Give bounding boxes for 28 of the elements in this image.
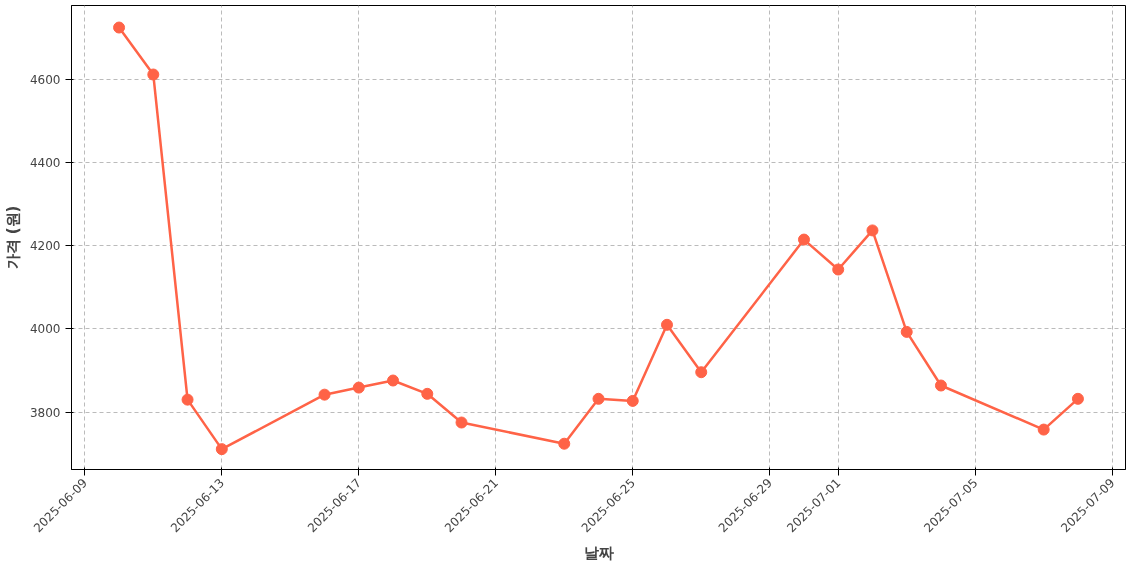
point <box>421 387 434 400</box>
point <box>832 263 845 276</box>
point <box>113 21 126 34</box>
point <box>660 318 673 331</box>
point <box>797 233 810 246</box>
point <box>1037 423 1050 436</box>
point <box>592 392 605 405</box>
x-axis-title: 날짜 <box>583 544 614 563</box>
y-tick-label: 4400 <box>29 156 61 171</box>
point <box>900 325 913 338</box>
point <box>695 366 708 379</box>
point <box>318 388 331 401</box>
point <box>181 393 194 406</box>
point <box>558 437 571 450</box>
y-axis-title: 가격 (원) <box>3 205 22 270</box>
point <box>215 443 228 456</box>
y-tick-label: 4000 <box>29 322 61 337</box>
point <box>387 374 400 387</box>
y-tick-label: 4600 <box>29 73 61 88</box>
y-tick-label: 3800 <box>29 405 61 420</box>
point <box>352 381 365 394</box>
point <box>626 394 639 407</box>
y-tick-label: 4200 <box>29 239 61 254</box>
point <box>934 379 947 392</box>
point <box>1071 392 1084 405</box>
point <box>147 68 160 81</box>
point <box>455 416 468 429</box>
point <box>866 224 879 237</box>
